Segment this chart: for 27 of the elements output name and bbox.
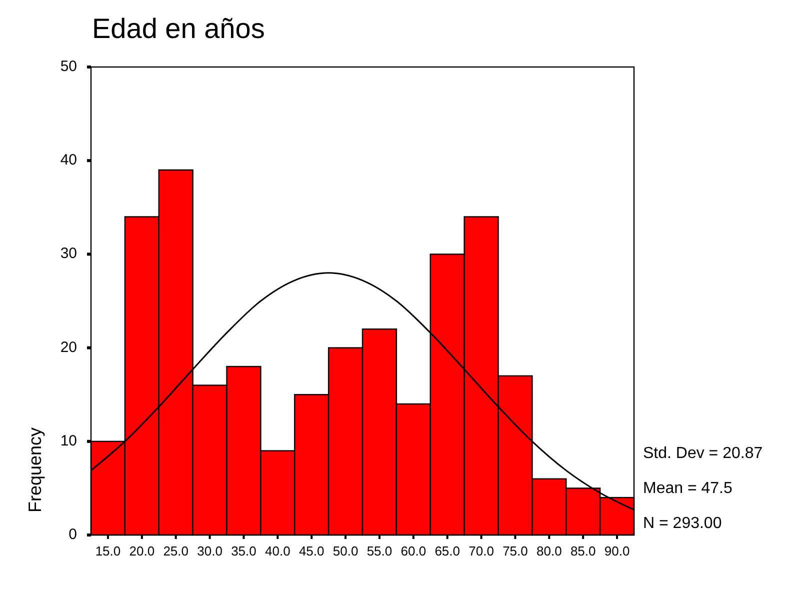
x-tick-label: 80.0 bbox=[536, 543, 562, 558]
x-tick-label: 75.0 bbox=[502, 543, 528, 558]
text: Mean = 47.5 bbox=[643, 480, 732, 498]
text: Std. Dev = 20.87 bbox=[643, 445, 763, 462]
text: N = 293.00 bbox=[643, 515, 722, 532]
x-tick-label: 45.0 bbox=[298, 543, 324, 558]
x-tick-label: 85.0 bbox=[570, 543, 596, 558]
x-tick-label: 90.0 bbox=[604, 543, 630, 558]
y-tick-label: 10 bbox=[60, 432, 77, 450]
x-tick-label: 25.0 bbox=[163, 543, 188, 558]
x-tick-label: 15.0 bbox=[95, 543, 121, 558]
y-tick-label: 40 bbox=[60, 152, 77, 169]
x-tick-label: 40.0 bbox=[265, 543, 290, 558]
x-tick-label: 35.0 bbox=[231, 543, 256, 558]
x-tick-label: 70.0 bbox=[468, 543, 494, 558]
y-tick-label: 50 bbox=[60, 58, 77, 75]
x-tick-label: 65.0 bbox=[434, 543, 460, 558]
x-tick-label: 50.0 bbox=[332, 543, 358, 558]
y-tick-label: 20 bbox=[60, 338, 77, 356]
y-tick-label: 30 bbox=[60, 245, 77, 262]
chart-title: Edad en años bbox=[92, 13, 265, 44]
y-axis-title: Frequency bbox=[24, 427, 45, 513]
y-tick-label: 0 bbox=[68, 526, 77, 543]
x-tick-label: 60.0 bbox=[400, 543, 426, 558]
x-tick-label: 55.0 bbox=[366, 543, 392, 558]
x-tick-label: 20.0 bbox=[129, 543, 155, 558]
x-tick-label: 30.0 bbox=[197, 543, 222, 558]
